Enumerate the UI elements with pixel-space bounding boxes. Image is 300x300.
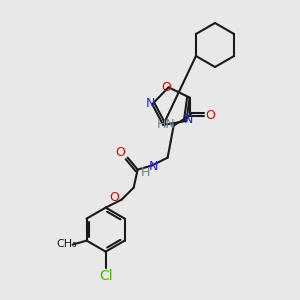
Text: H: H xyxy=(141,166,150,179)
Text: N: N xyxy=(149,160,158,173)
Text: O: O xyxy=(116,146,126,159)
Text: O: O xyxy=(162,81,172,94)
Text: CH₃: CH₃ xyxy=(56,238,77,249)
Text: O: O xyxy=(206,109,216,122)
Text: N: N xyxy=(146,97,155,110)
Text: N: N xyxy=(184,113,193,126)
Text: O: O xyxy=(110,191,120,204)
Text: HN: HN xyxy=(156,118,175,131)
Text: Cl: Cl xyxy=(99,268,112,283)
